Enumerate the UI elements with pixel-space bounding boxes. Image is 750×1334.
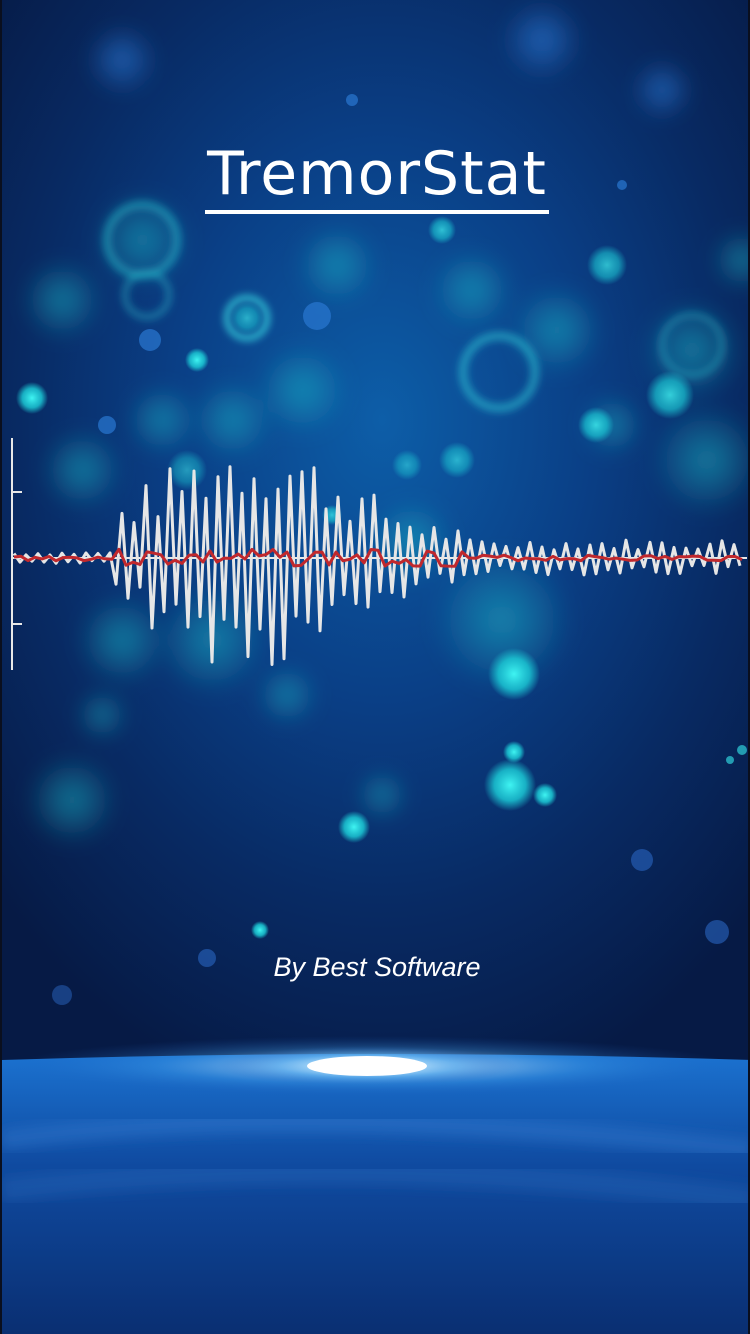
horizon-glow: [2, 1036, 748, 1334]
tremor-waveform-graphic: [11, 438, 747, 670]
app-title: TremorStat: [2, 138, 748, 214]
byline-text: By Best Software: [273, 952, 481, 982]
